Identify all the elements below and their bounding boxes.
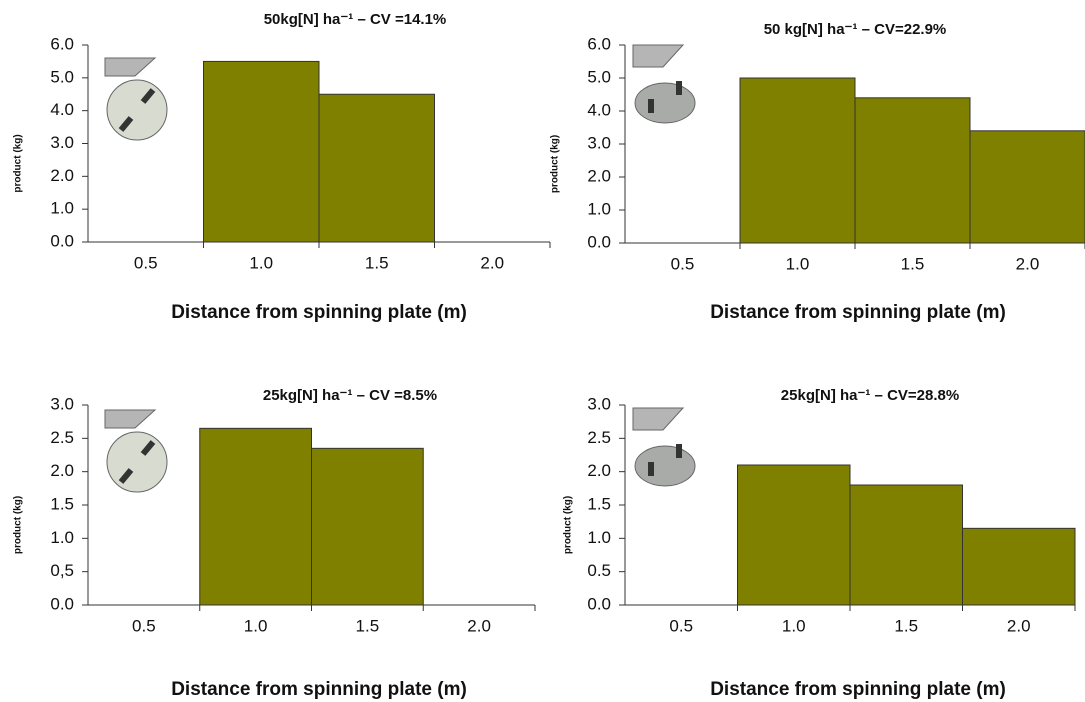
x-tick-label: 1.5 (356, 616, 380, 635)
x-tick-label: 1.0 (249, 253, 273, 272)
x-tick-label: 1.0 (782, 616, 806, 635)
chart-title: 50kg[N] ha⁻¹ – CV =14.1% (264, 11, 447, 28)
bar (740, 78, 855, 243)
y-tick-label: 1.0 (50, 199, 74, 218)
chart-title: 25kg[N] ha⁻¹ – CV=28.8% (781, 387, 959, 404)
y-tick-label: 0.0 (587, 594, 611, 613)
x-tick-label: 2.0 (1007, 616, 1031, 635)
y-tick-label: 1.0 (587, 528, 611, 547)
bar (200, 428, 312, 605)
x-tick-label: 2.0 (480, 253, 504, 272)
y-tick-label: 3.0 (50, 394, 74, 413)
bar (850, 485, 963, 605)
y-tick-label: 2.5 (50, 428, 74, 447)
y-tick-label: 2.0 (587, 461, 611, 480)
y-tick-label: 4.0 (587, 100, 611, 119)
x-tick-label: 1.5 (901, 254, 925, 273)
y-tick-label: 0.0 (587, 232, 611, 251)
spreader-icon (633, 45, 695, 123)
y-tick-label: 4.0 (50, 100, 74, 119)
y-tick-label: 2.0 (50, 166, 74, 185)
x-axis-label: Distance from spinning plate (m) (710, 679, 1006, 700)
x-tick-label: 1.5 (894, 616, 918, 635)
y-tick-label: 0.0 (50, 594, 74, 613)
chart-title: 25kg[N] ha⁻¹ – CV =8.5% (263, 387, 437, 404)
figure: 50kg[N] ha⁻¹ – CV =14.1% Distance from sp… (0, 0, 1085, 702)
y-tick-label: 2.0 (50, 461, 74, 480)
y-tick-label: 1.0 (587, 199, 611, 218)
y-tick-label: 5.0 (50, 67, 74, 86)
bar (963, 528, 1076, 605)
y-tick-label: 3.0 (587, 394, 611, 413)
y-axis-label: product (kg) (550, 135, 561, 193)
x-tick-label: 1.0 (244, 616, 268, 635)
y-tick-label: 3.0 (587, 133, 611, 152)
spreader-icon (105, 410, 167, 492)
bar (319, 94, 435, 242)
y-tick-label: 0,5 (50, 561, 74, 580)
spreader-icon (633, 408, 695, 486)
x-tick-label: 0.5 (132, 616, 156, 635)
y-tick-label: 6.0 (50, 34, 74, 53)
y-tick-label: 1.5 (50, 494, 74, 513)
chart-title: 50 kg[N] ha⁻¹ – CV=22.9% (764, 21, 947, 38)
y-axis-label: product (kg) (13, 134, 24, 192)
y-tick-label: 6.0 (587, 34, 611, 53)
spreader-icon (105, 58, 167, 140)
y-tick-label: 5.0 (587, 67, 611, 86)
y-axis-label: product (kg) (563, 496, 574, 554)
y-tick-label: 1.5 (587, 494, 611, 513)
x-tick-label: 1.0 (786, 254, 810, 273)
x-tick-label: 2.0 (467, 616, 491, 635)
bar (738, 465, 851, 605)
x-axis-label: Distance from spinning plate (m) (710, 302, 1006, 323)
x-tick-label: 0.5 (671, 254, 695, 273)
x-tick-label: 0.5 (134, 253, 158, 272)
x-axis-label: Distance from spinning plate (m) (171, 679, 467, 700)
y-tick-label: 0.5 (587, 561, 611, 580)
bar (970, 131, 1085, 243)
x-tick-label: 1.5 (365, 253, 389, 272)
x-tick-label: 0.5 (669, 616, 693, 635)
bar (204, 61, 320, 242)
y-tick-label: 1.0 (50, 528, 74, 547)
y-tick-label: 3.0 (50, 133, 74, 152)
x-axis-label: Distance from spinning plate (m) (171, 302, 467, 323)
bar (312, 448, 424, 605)
y-tick-label: 2.0 (587, 166, 611, 185)
y-axis-label: product (kg) (13, 496, 24, 554)
bar (855, 98, 970, 243)
y-tick-label: 0.0 (50, 231, 74, 250)
x-tick-label: 2.0 (1016, 254, 1040, 273)
y-tick-label: 2.5 (587, 428, 611, 447)
